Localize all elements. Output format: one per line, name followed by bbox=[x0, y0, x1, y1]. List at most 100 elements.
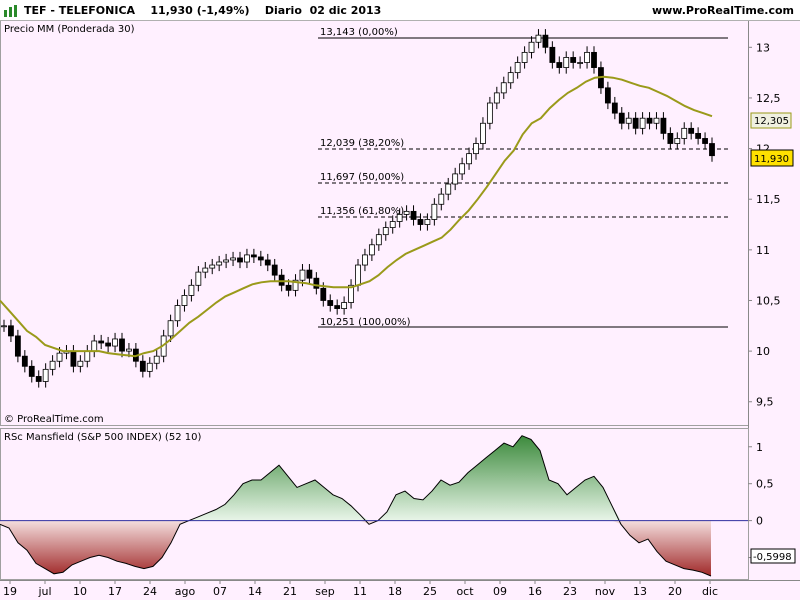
candle-body bbox=[417, 219, 424, 225]
candle-body bbox=[209, 264, 216, 269]
candle-body bbox=[139, 360, 146, 372]
rs-negative-area bbox=[0, 520, 711, 576]
rs-line bbox=[0, 435, 712, 577]
x-tick-label: 09 bbox=[493, 585, 507, 598]
candle-body bbox=[8, 325, 14, 337]
fib-618-label: 11,356 (61,80%) bbox=[320, 206, 404, 217]
candle-body bbox=[375, 234, 382, 246]
candle-body bbox=[410, 210, 417, 220]
ma-value-badge bbox=[750, 112, 792, 129]
candle-body bbox=[355, 264, 361, 286]
candle-body bbox=[21, 355, 28, 367]
x-tick-label: 16 bbox=[528, 585, 542, 598]
candle-body bbox=[91, 340, 98, 352]
x-tick-label: 10 bbox=[73, 585, 87, 598]
candle-body bbox=[514, 62, 521, 74]
ma-line bbox=[0, 75, 713, 358]
candle-body bbox=[584, 51, 590, 63]
x-tick-label: 21 bbox=[283, 585, 297, 598]
candle-body bbox=[202, 267, 209, 273]
ma-value-label: 12,305 bbox=[754, 116, 789, 127]
candle-body bbox=[500, 82, 507, 94]
candle-body bbox=[486, 102, 493, 124]
candle-body bbox=[105, 342, 112, 347]
x-tick-label: 25 bbox=[423, 585, 437, 598]
chart-title: TEF - TELEFONICA 11,930 (-1,49%) Diario … bbox=[24, 4, 381, 17]
last-price: 11,930 bbox=[150, 4, 193, 17]
candle-body bbox=[639, 117, 646, 129]
candle-body bbox=[604, 87, 611, 104]
candle-body bbox=[389, 221, 396, 228]
candle-body bbox=[667, 132, 674, 144]
x-tick-label: sep bbox=[315, 585, 334, 598]
candle-body bbox=[299, 269, 306, 281]
candle-body bbox=[126, 348, 132, 352]
candle-body bbox=[285, 284, 292, 291]
candle-body bbox=[264, 259, 271, 266]
candle-body bbox=[591, 51, 597, 68]
site-url[interactable]: www.ProRealTime.com bbox=[651, 4, 794, 17]
candle-body bbox=[521, 51, 528, 63]
candle-body bbox=[313, 277, 320, 289]
candle-body bbox=[320, 287, 327, 301]
candle-body bbox=[709, 143, 715, 157]
candle-body bbox=[167, 320, 174, 337]
candle-body bbox=[271, 264, 278, 276]
last-price-badge bbox=[750, 149, 794, 167]
candle-body bbox=[660, 117, 667, 134]
candle-body bbox=[244, 254, 250, 263]
rs-y-tick-label: 1 bbox=[756, 441, 763, 454]
x-tick-label: oct bbox=[456, 585, 474, 598]
fib-100-label: 10,251 (100,00%) bbox=[320, 317, 411, 328]
x-tick-label: jul bbox=[37, 585, 51, 598]
candle-body bbox=[334, 305, 341, 309]
candle-body bbox=[452, 173, 459, 185]
y-tick-label: 10,5 bbox=[756, 294, 781, 307]
candle-body bbox=[153, 355, 160, 364]
candle-body bbox=[438, 193, 445, 205]
candle-body bbox=[368, 244, 375, 256]
fib-500-label: 11,697 (50,00%) bbox=[320, 172, 404, 183]
candle-body bbox=[348, 284, 354, 303]
y-tick-label: 10 bbox=[756, 345, 770, 358]
rs-y-ticks: -0,500,51 bbox=[748, 441, 777, 565]
candle-body bbox=[611, 102, 618, 114]
rs-value-badge bbox=[750, 548, 796, 564]
candle-body bbox=[42, 368, 49, 382]
chart-date: 02 dic 2013 bbox=[309, 4, 382, 17]
last-price-label: 11,930 bbox=[754, 154, 789, 165]
y-tick-label: 11,5 bbox=[756, 193, 781, 206]
candle-body bbox=[146, 362, 153, 372]
candle-body bbox=[625, 117, 632, 124]
x-tick-label: 24 bbox=[143, 585, 157, 598]
candle-body bbox=[237, 257, 243, 263]
chart-bars-icon bbox=[4, 5, 17, 17]
x-tick-label: nov bbox=[595, 585, 616, 598]
y-tick-label: 9,5 bbox=[756, 396, 774, 409]
candle-body bbox=[362, 254, 368, 266]
candle-body bbox=[618, 112, 625, 124]
x-tick-label: 18 bbox=[388, 585, 402, 598]
candle-body bbox=[480, 122, 486, 144]
main-panel-frame bbox=[0, 20, 749, 426]
x-tick-label: 14 bbox=[248, 585, 262, 598]
ma-legend: MM (Ponderada 30) bbox=[37, 24, 135, 35]
x-ticks: 19 jul 10 17 24 ago 07 14 21 sep 11 18 25 oct 09 16 23 no… bbox=[3, 580, 718, 598]
candle-body bbox=[549, 46, 556, 63]
candle-body bbox=[466, 153, 472, 165]
candle-body bbox=[674, 138, 681, 144]
candle-body bbox=[77, 360, 84, 367]
candle-body bbox=[216, 261, 223, 266]
rs-legend: RSc Mansfield (S&P 500 INDEX) (52 10) bbox=[4, 432, 201, 443]
fibonacci-levels: 13,143 (0,00%) 12,039 (38,20%) 11,697 (5… bbox=[318, 27, 728, 328]
candle-body bbox=[563, 57, 570, 68]
candle-body bbox=[119, 338, 125, 352]
candle-body bbox=[230, 257, 236, 261]
y-tick-label: 11 bbox=[756, 244, 770, 257]
candlestick-series bbox=[1, 29, 715, 388]
price-legend: Precio bbox=[4, 24, 34, 35]
fib-0-label: 13,143 (0,00%) bbox=[320, 27, 398, 38]
candle-body bbox=[341, 302, 348, 309]
rs-value-label: -0,5998 bbox=[753, 552, 792, 563]
